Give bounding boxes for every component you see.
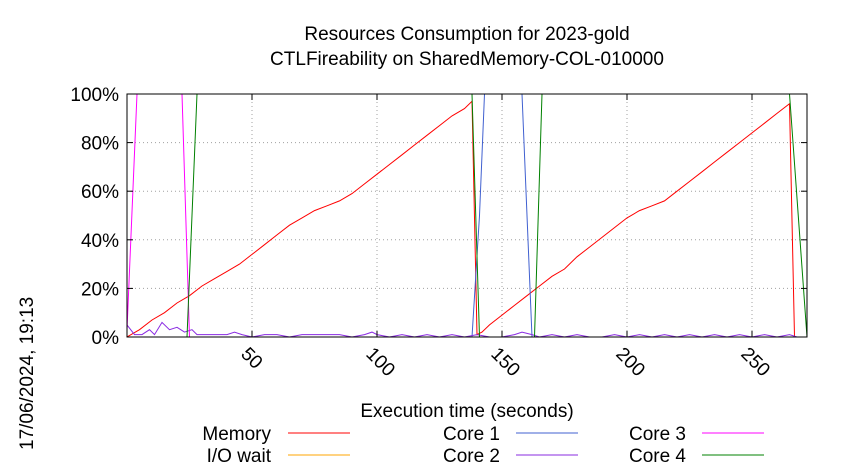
x-tick-label: 250 xyxy=(736,344,773,381)
plot-frame xyxy=(126,93,808,338)
legend-label-memory: Memory xyxy=(202,424,271,445)
legend-label-core-1: Core 1 xyxy=(443,424,500,445)
y-tick-label: 20% xyxy=(81,279,119,300)
y-tick-label: 40% xyxy=(81,231,119,252)
x-tick-label: 200 xyxy=(611,344,648,381)
x-axis-label: Execution time (seconds) xyxy=(360,401,573,422)
legend-label-core-2: Core 2 xyxy=(443,446,500,467)
chart-subtitle: CTLFireability on SharedMemory-COL-01000… xyxy=(270,49,664,70)
y-axis-ticks: 0% 20% 40% 60% 80% 100% xyxy=(70,85,807,349)
y-tick-label: 100% xyxy=(70,85,119,106)
series-line-core-3 xyxy=(126,93,807,338)
x-tick-label: 150 xyxy=(486,344,523,381)
series-line-core-1 xyxy=(127,93,807,338)
series-line-core-2 xyxy=(126,321,807,338)
legend-label-core-3: Core 3 xyxy=(629,424,686,445)
x-tick-label: 100 xyxy=(361,344,398,381)
legend-label-core-4: Core 4 xyxy=(629,446,686,467)
y-tick-label: 0% xyxy=(92,328,120,349)
y-tick-label: 80% xyxy=(81,134,119,155)
series-line-core-4 xyxy=(127,93,808,338)
y-tick-label: 60% xyxy=(81,182,119,203)
x-axis-ticks: 50 100 150 200 250 xyxy=(236,94,774,381)
series-lines xyxy=(126,93,808,338)
chart-title: Resources Consumption for 2023-gold xyxy=(304,24,629,45)
legend-label-i-o-wait: I/O wait xyxy=(207,446,272,467)
timestamp: 17/06/2024, 19:13 xyxy=(17,297,38,450)
series-line-memory xyxy=(126,100,807,338)
x-tick-label: 50 xyxy=(236,344,266,374)
grid xyxy=(127,94,807,337)
